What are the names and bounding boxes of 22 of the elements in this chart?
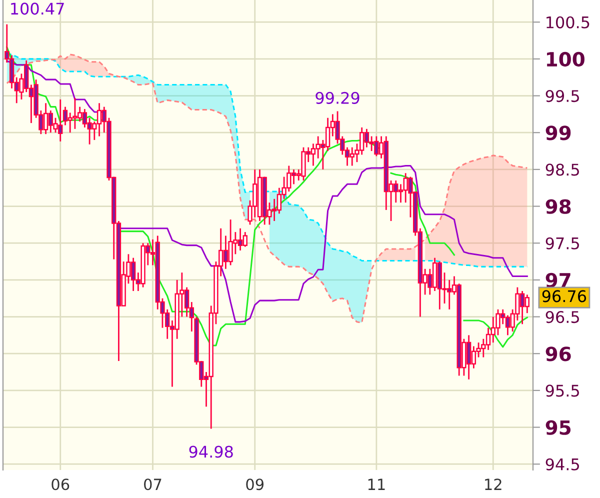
x-tick-label: 07 — [144, 478, 162, 490]
y-tick-label: 99 — [546, 126, 571, 140]
x-tick-label: 11 — [368, 478, 385, 490]
x-tick-label: 12 — [485, 478, 502, 490]
annotation: 94.98 — [189, 446, 233, 458]
annotation: 99.29 — [316, 92, 360, 104]
y-tick-label: 97.5 — [546, 237, 579, 250]
y-tick-label: 95 — [546, 420, 571, 435]
y-tick-label: 95.5 — [546, 384, 579, 397]
y-tick-label: 96.5 — [546, 310, 579, 324]
y-tick-label: 98.5 — [546, 164, 579, 176]
y-tick-label: 94.5 — [546, 458, 579, 470]
y-tick-label: 97 — [546, 272, 570, 288]
y-tick-label: 96 — [546, 346, 571, 362]
text: 96.76 — [542, 290, 586, 302]
x-tick-label: 09 — [246, 478, 264, 490]
y-tick-label: 98 — [546, 199, 571, 214]
x-tick-label: 06 — [52, 478, 70, 490]
annotation: 100.47 — [11, 2, 64, 15]
y-tick-label: 100 — [547, 52, 584, 67]
y-tick-label: 99.5 — [546, 90, 579, 102]
y-tick-label: 100.5 — [546, 16, 590, 28]
